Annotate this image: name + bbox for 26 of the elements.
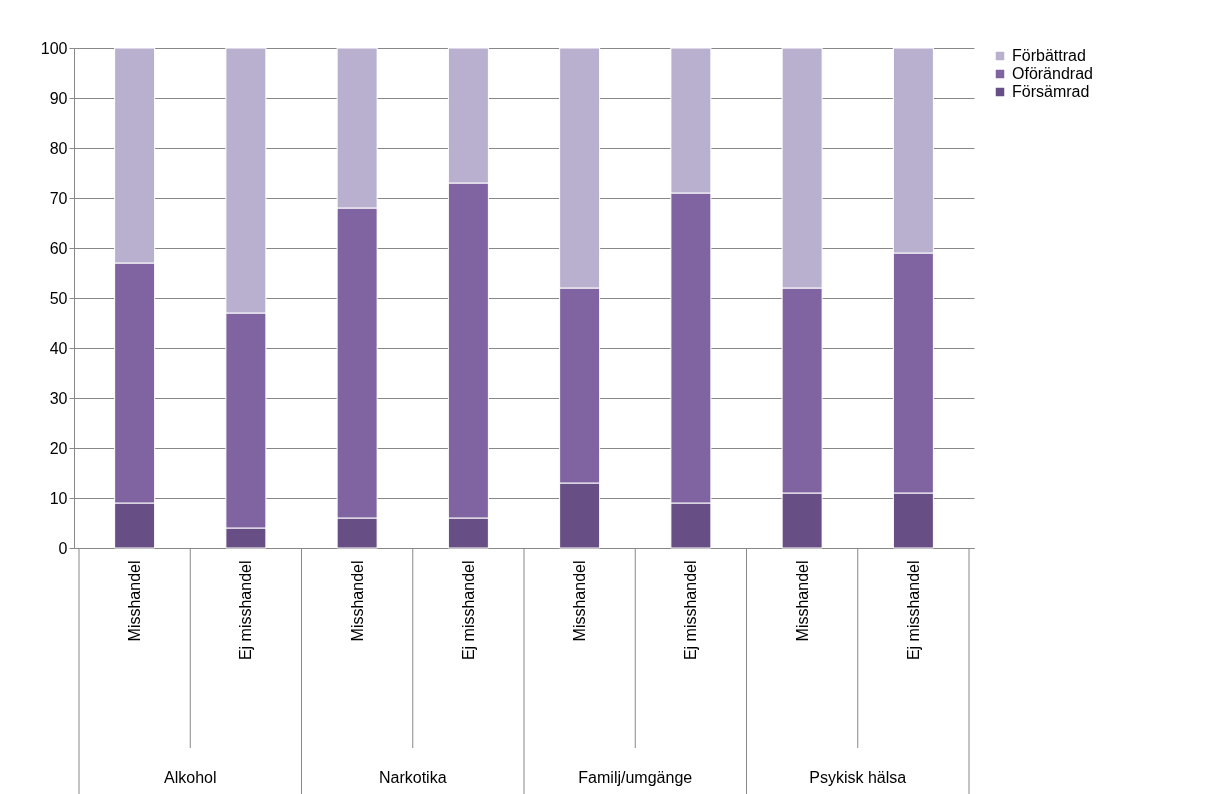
y-tick-label: 80	[49, 139, 68, 157]
text: Familj/umgänge	[578, 769, 693, 786]
legend-label: Försämrad	[1012, 83, 1090, 100]
y-tick-label: 0	[58, 539, 68, 557]
y-tick-label: 60	[49, 239, 68, 257]
y-tick-label: 40	[49, 339, 68, 357]
y-tick-label: 50	[49, 289, 68, 307]
y-tick-label: 30	[49, 389, 68, 407]
x-tick-label: Ej misshandel	[459, 560, 477, 661]
text: Alkohol	[164, 769, 217, 786]
y-tick-label: 20	[49, 439, 68, 457]
text: Narkotika	[378, 769, 447, 786]
y-tick-label: 90	[49, 89, 68, 107]
x-tick-label: Ej misshandel	[904, 560, 922, 661]
text: Psykisk hälsa	[809, 769, 907, 786]
x-tick-label: Misshandel	[793, 560, 811, 642]
x-tick-label: Ej misshandel	[237, 560, 255, 661]
legend-label: Oförändrad	[1012, 65, 1093, 82]
x-tick-label: Ej misshandel	[682, 560, 700, 661]
x-tick-label: Misshandel	[571, 560, 589, 642]
x-tick-label: Misshandel	[126, 560, 144, 642]
y-tick-label: 100	[40, 39, 68, 57]
legend-label: Förbättrad	[1012, 47, 1086, 64]
y-tick-label: 70	[49, 189, 68, 207]
x-tick-label: Misshandel	[348, 560, 366, 642]
y-tick-label: 10	[49, 489, 68, 507]
